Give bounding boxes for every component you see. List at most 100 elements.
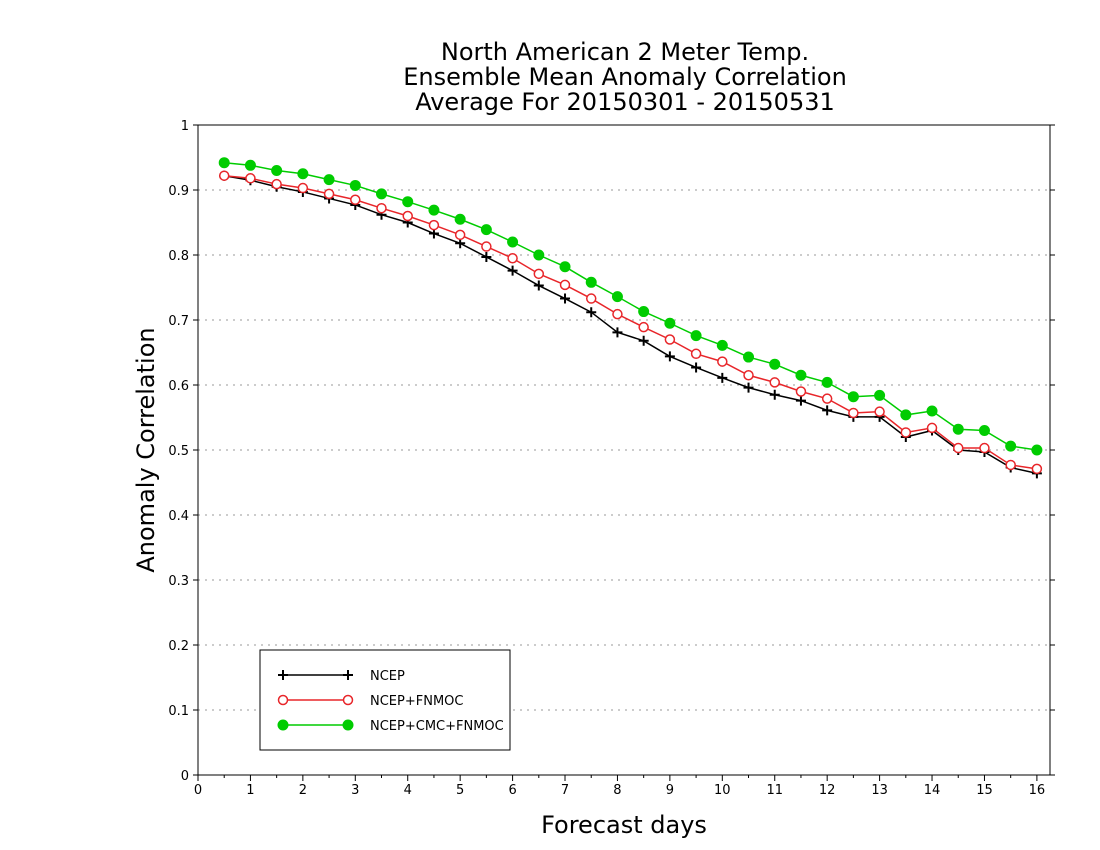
data-point <box>1005 440 1017 452</box>
data-point <box>638 321 649 333</box>
y-tick-label: 0.3 <box>168 574 189 589</box>
data-point <box>244 159 256 171</box>
data-point <box>402 196 414 208</box>
y-tick-label: 0.7 <box>168 314 189 329</box>
data-point <box>533 280 544 291</box>
data-point <box>926 422 938 434</box>
data-point <box>481 251 492 262</box>
data-point <box>559 279 571 291</box>
data-point <box>952 423 964 435</box>
y-axis: 0 0.1 0.2 0.3 0.4 0.5 0.6 0.7 0.8 0.9 1 <box>168 119 1055 784</box>
chart-title-line-3: Average For 20150301 - 20150531 <box>415 88 835 116</box>
x-tick-label: 9 <box>666 783 674 798</box>
data-point <box>874 406 885 417</box>
legend-label: NCEP+FNMOC <box>370 694 463 709</box>
data-point <box>218 157 230 169</box>
data-point <box>900 427 912 438</box>
data-point <box>533 249 545 261</box>
data-point <box>349 179 361 191</box>
data-point <box>690 348 702 360</box>
data-point <box>926 405 938 417</box>
x-tick-label: 12 <box>819 783 836 798</box>
data-point <box>769 358 781 370</box>
x-tick-label: 7 <box>561 783 569 798</box>
data-point <box>900 409 912 421</box>
y-tick-label: 0.5 <box>168 444 189 459</box>
series-layer <box>218 157 1043 479</box>
data-point <box>795 369 807 381</box>
data-point <box>821 393 833 404</box>
legend-entry: NCEP <box>278 669 405 684</box>
data-point <box>795 395 806 406</box>
x-tick-label: 0 <box>194 783 202 798</box>
series-ncep <box>219 170 1042 479</box>
y-axis-label: Anomaly Correlation <box>132 327 160 572</box>
data-point <box>1005 459 1016 471</box>
data-point <box>638 335 649 346</box>
data-point <box>874 389 886 401</box>
chart-title-line-2: Ensemble Mean Anomaly Correlation <box>403 63 847 91</box>
data-point <box>586 307 597 318</box>
data-point <box>342 694 354 706</box>
data-point <box>507 265 518 276</box>
data-point <box>743 370 754 381</box>
data-point <box>277 694 289 706</box>
x-tick-label: 2 <box>299 783 307 798</box>
y-tick-label: 0.9 <box>168 184 189 199</box>
data-point <box>585 293 597 304</box>
data-point <box>847 391 859 403</box>
x-axis-label: Forecast days <box>541 811 707 839</box>
data-point <box>297 182 309 194</box>
grid-lines <box>198 189 1050 711</box>
data-point <box>507 253 518 264</box>
data-point <box>278 670 288 680</box>
data-point <box>376 202 387 214</box>
data-point <box>560 293 571 304</box>
series-line <box>224 174 1038 475</box>
x-tick-label: 16 <box>1029 783 1046 798</box>
data-point <box>428 219 440 231</box>
data-point <box>376 188 388 200</box>
data-point <box>690 330 702 342</box>
data-point <box>343 670 353 680</box>
x-tick-label: 13 <box>871 783 888 798</box>
x-tick-label: 15 <box>976 783 993 798</box>
data-point <box>612 308 623 320</box>
legend-label: NCEP+CMC+FNMOC <box>370 719 504 734</box>
y-tick-label: 0.8 <box>168 249 189 264</box>
data-point <box>795 386 807 397</box>
x-tick-label: 4 <box>404 783 412 798</box>
y-tick-label: 0.6 <box>168 379 189 394</box>
data-point <box>638 306 650 318</box>
x-tick-label: 8 <box>613 783 621 798</box>
series-line <box>224 161 1038 451</box>
data-point <box>1031 463 1043 475</box>
data-point <box>979 442 990 454</box>
y-tick-label: 0.1 <box>168 704 189 719</box>
data-point <box>978 425 990 436</box>
data-point <box>743 351 755 363</box>
data-point <box>612 327 623 338</box>
y-tick-label: 0 <box>181 769 189 784</box>
data-point <box>323 188 335 200</box>
x-tick-label: 14 <box>924 783 941 798</box>
data-point <box>821 376 833 388</box>
data-point <box>454 229 466 241</box>
data-point <box>533 268 545 280</box>
data-point <box>297 168 309 180</box>
data-point <box>277 719 289 731</box>
data-point <box>454 213 466 225</box>
data-point <box>480 224 492 236</box>
data-point <box>271 178 282 190</box>
data-point <box>218 170 230 181</box>
data-point <box>769 377 780 388</box>
data-point <box>1031 444 1043 456</box>
series-ncep-fnmoc <box>218 170 1043 475</box>
legend-entry: NCEP+CMC+FNMOC <box>277 719 504 734</box>
data-point <box>691 362 702 373</box>
data-point <box>585 276 597 288</box>
y-tick-label: 0.4 <box>168 509 189 524</box>
data-point <box>402 210 413 222</box>
data-point <box>559 261 571 273</box>
